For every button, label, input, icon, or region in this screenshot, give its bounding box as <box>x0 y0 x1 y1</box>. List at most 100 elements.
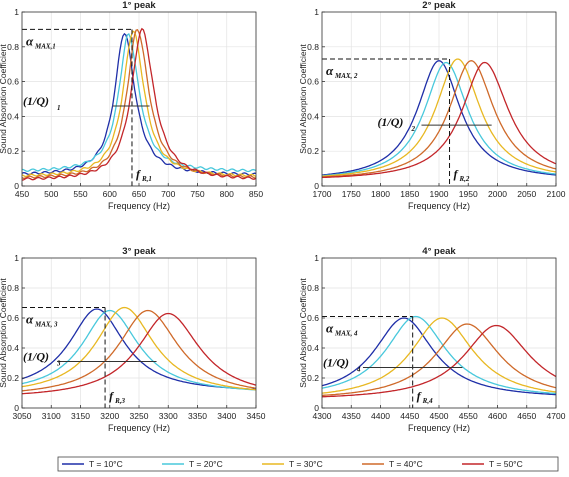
q-subscript: 1 <box>57 104 61 112</box>
y-tick-label: 0.8 <box>307 283 319 293</box>
y-tick-label: 0 <box>314 403 319 413</box>
x-tick-label: 850 <box>249 189 263 199</box>
y-tick-label: 0 <box>314 181 319 191</box>
y-tick-label: 0.8 <box>7 283 19 293</box>
q-subscript: 3 <box>56 360 61 368</box>
y-tick-label: 0.2 <box>307 146 319 156</box>
y-tick-label: 0 <box>14 181 19 191</box>
fr-label: f <box>136 167 141 181</box>
x-tick-label: 1850 <box>400 189 419 199</box>
x-tick-label: 4500 <box>430 411 449 421</box>
alpha-max-label: α <box>326 63 334 78</box>
x-tick-label: 1900 <box>430 189 449 199</box>
alpha-max-label: α <box>26 33 34 48</box>
x-axis-label: Frequency (Hz) <box>108 423 170 433</box>
x-tick-label: 3300 <box>159 411 178 421</box>
legend-label-3: T = 30°C <box>289 459 323 469</box>
series-line-4 <box>21 309 257 392</box>
series-line-3 <box>321 317 557 394</box>
x-tick-label: 4450 <box>400 411 419 421</box>
q-label: (1/Q) <box>23 350 49 364</box>
x-tick-label: 3200 <box>100 411 119 421</box>
series-line-4 <box>321 323 557 397</box>
alpha-max-label: α <box>26 312 34 327</box>
legend-label-2: T = 20°C <box>189 459 223 469</box>
y-tick-label: 0.4 <box>307 343 319 353</box>
fr-subscript: R,3 <box>114 397 125 405</box>
alpha-max-subscript: MAX, 4 <box>334 330 358 338</box>
chart-title: 1° peak <box>122 0 156 11</box>
fr-subscript: R,1 <box>141 175 152 183</box>
y-tick-label: 1 <box>14 253 19 263</box>
x-axis-label: Frequency (Hz) <box>408 201 470 211</box>
y-tick-label: 0.2 <box>307 373 319 383</box>
y-axis-label: Sound Absorption Coefficient <box>0 278 8 388</box>
q-subscript: 2 <box>410 125 415 133</box>
series-line-1 <box>321 60 557 176</box>
series-line-5 <box>21 27 257 181</box>
x-tick-label: 3400 <box>217 411 236 421</box>
alpha-max-subscript: MAX,1 <box>34 42 56 50</box>
series-line-5 <box>321 324 557 398</box>
legend-label-4: T = 40°C <box>389 459 423 469</box>
y-axis-label: Sound Absorption Coefficient <box>0 44 8 154</box>
x-tick-label: 700 <box>161 189 175 199</box>
y-axis-label: Sound Absorption Coefficient <box>298 278 308 388</box>
chart-panel-2: α MAX, 2 (1/Q) 2 f R,2 1700 1750 1800 1850 1900 195… <box>298 0 566 211</box>
x-tick-label: 4600 <box>488 411 507 421</box>
series-line-5 <box>21 312 257 395</box>
x-tick-label: 750 <box>190 189 204 199</box>
y-tick-label: 1 <box>314 253 319 263</box>
x-tick-label: 450 <box>15 189 29 199</box>
y-tick-label: 0.4 <box>7 111 19 121</box>
chart-panel-1: α MAX,1 (1/Q) 1 f R,1 450 500 550 600 650 700 750 800… <box>0 0 263 211</box>
x-tick-label: 4350 <box>342 411 361 421</box>
x-axis-label: Frequency (Hz) <box>108 201 170 211</box>
y-tick-label: 0.4 <box>7 343 19 353</box>
x-tick-label: 1750 <box>342 189 361 199</box>
x-axis-label: Frequency (Hz) <box>408 423 470 433</box>
fr-subscript: R,4 <box>422 397 433 405</box>
x-tick-label: 1950 <box>459 189 478 199</box>
y-tick-label: 1 <box>14 7 19 17</box>
x-tick-label: 3450 <box>247 411 266 421</box>
y-tick-label: 0.2 <box>7 146 19 156</box>
series-line-2 <box>321 61 557 177</box>
legend: T = 10°C T = 20°C T = 30°C T = 40°C T = 50°C <box>57 456 559 472</box>
x-tick-label: 2000 <box>488 189 507 199</box>
y-tick-label: 0.6 <box>7 77 19 87</box>
y-tick-label: 0 <box>14 403 19 413</box>
y-tick-label: 0.6 <box>307 77 319 87</box>
fr-label: f <box>417 389 422 403</box>
alpha-max-subscript: MAX, 3 <box>34 321 58 329</box>
x-tick-label: 2050 <box>517 189 536 199</box>
x-tick-label: 650 <box>132 189 146 199</box>
x-tick-label: 3350 <box>188 411 207 421</box>
x-tick-label: 2100 <box>547 189 566 199</box>
y-tick-label: 0.6 <box>307 313 319 323</box>
chart-title: 4° peak <box>422 246 456 257</box>
alpha-max-label: α <box>326 321 334 336</box>
series-line-1 <box>321 317 556 396</box>
x-tick-label: 3250 <box>130 411 149 421</box>
y-tick-label: 0.6 <box>7 313 19 323</box>
fr-subscript: R,2 <box>459 175 470 183</box>
q-subscript: 4 <box>356 366 361 374</box>
series-line-4 <box>321 60 557 178</box>
x-tick-label: 4550 <box>459 411 478 421</box>
legend-box <box>57 456 559 472</box>
chart-panel-3: α MAX, 3 (1/Q) 3 f R,3 3050 3100 3150 3200 3250 330… <box>0 246 266 433</box>
chart-title: 3° peak <box>122 246 156 257</box>
y-tick-label: 0.2 <box>7 373 19 383</box>
series-line-3 <box>321 58 557 177</box>
x-tick-label: 3050 <box>13 411 32 421</box>
legend-label-5: T = 50°C <box>489 459 523 469</box>
y-tick-label: 1 <box>314 7 319 17</box>
q-label: (1/Q) <box>377 115 403 129</box>
y-tick-label: 0.8 <box>307 42 319 52</box>
y-axis-label: Sound Absorption Coefficient <box>298 44 308 154</box>
x-tick-label: 1700 <box>313 189 332 199</box>
series-line-5 <box>321 61 557 179</box>
x-tick-label: 1800 <box>371 189 390 199</box>
x-tick-label: 3150 <box>71 411 90 421</box>
